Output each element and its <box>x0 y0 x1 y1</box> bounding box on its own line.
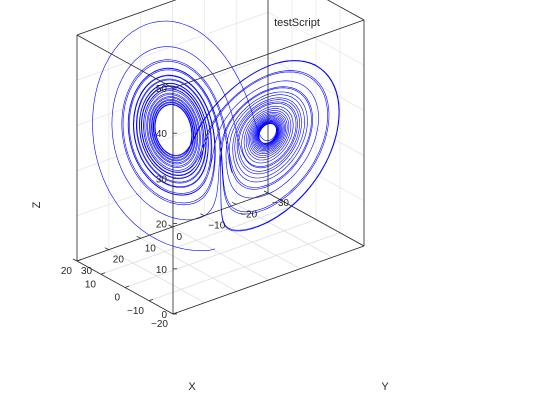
axes-box-edge <box>76 0 177 36</box>
y-tick-label: −30 <box>272 198 289 209</box>
grid-line <box>267 11 365 66</box>
axes-box-edge <box>172 245 365 315</box>
y-tick-label: 20 <box>113 255 125 266</box>
x-tick-mark <box>100 272 106 275</box>
y-tick-mark <box>104 247 109 251</box>
grid-line <box>108 249 205 304</box>
y-tick-label: 10 <box>145 243 157 254</box>
y-tick-mark <box>136 235 141 239</box>
z-axis-label: Z <box>31 201 43 208</box>
grid-line <box>172 226 269 281</box>
tick-labels: −20 −10 0 10 20 −30 −20 −10 0 10 20 30 0 10 20 30 40 50 <box>61 84 290 330</box>
axes-box-edge <box>267 192 365 247</box>
x-tick-mark <box>148 298 154 302</box>
x-tick-label: 10 <box>85 279 97 290</box>
x-tick-label: 20 <box>61 266 73 277</box>
z-tick-label: 50 <box>156 84 168 95</box>
y-tick-label: −10 <box>208 221 225 232</box>
y-tick-mark <box>200 213 205 217</box>
lorenz-trajectory-line <box>92 20 340 251</box>
grid-line <box>204 215 301 270</box>
y-tick-mark <box>263 190 269 194</box>
x-tick-label: −20 <box>151 319 168 330</box>
grid-line <box>267 102 365 156</box>
trajectory-layer <box>92 20 340 251</box>
y-tick-label: 0 <box>177 232 183 243</box>
z-tick-label: 20 <box>156 220 168 231</box>
y-tick-mark <box>168 224 173 228</box>
chart-title: testScript <box>274 17 320 29</box>
x-tick-label: −10 <box>127 306 144 317</box>
axes-box-edge <box>76 34 174 89</box>
z-tick-label: 0 <box>161 310 167 321</box>
z-tick-label: 10 <box>156 265 168 276</box>
x-tick-mark <box>76 259 82 262</box>
x-tick-label: 0 <box>114 293 120 304</box>
z-tick-label: 30 <box>156 174 168 185</box>
y-tick-label: 30 <box>81 266 93 277</box>
axes-box-edge <box>172 19 365 89</box>
y-tick-mark <box>72 258 78 262</box>
grid-line <box>267 57 365 111</box>
grid-line <box>76 11 269 81</box>
grid-line <box>140 237 237 292</box>
z-tick-label: 40 <box>156 129 168 140</box>
x-axis-label: X <box>188 381 196 393</box>
axes-box-edge <box>326 0 365 21</box>
grid-line <box>267 147 365 202</box>
y-axis-label: Y <box>381 381 389 393</box>
y-tick-mark <box>232 201 237 205</box>
x-tick-mark <box>124 285 130 288</box>
grid-line <box>76 57 269 126</box>
axes-box <box>72 0 365 315</box>
y-tick-label: −20 <box>240 209 257 220</box>
